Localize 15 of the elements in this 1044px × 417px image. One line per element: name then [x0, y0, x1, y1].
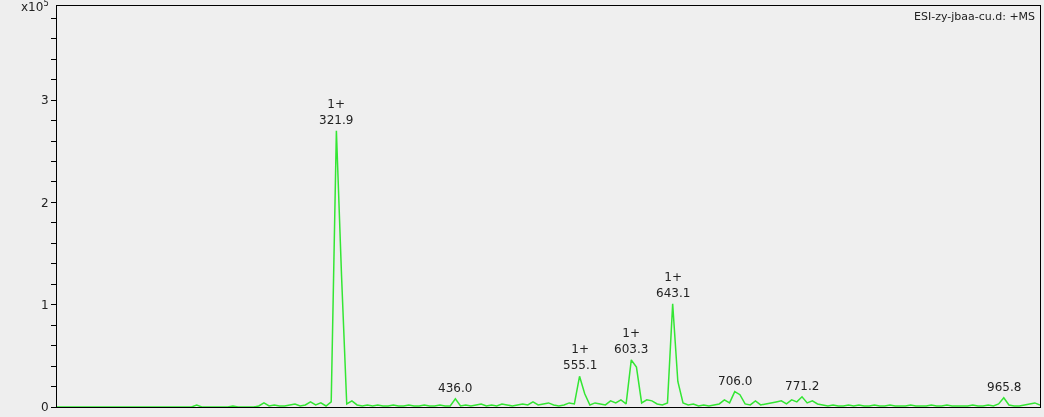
annotation: 706.0	[718, 374, 753, 388]
y-tick-label: 1	[40, 297, 49, 312]
annotation: 1+ 603.3	[614, 326, 649, 356]
annotation: 436.0	[438, 381, 473, 395]
annotation: 1+ 555.1	[563, 342, 598, 372]
y-tick-label: 0	[40, 400, 49, 415]
y-axis-title: x10$^{5}$	[21, 0, 49, 15]
annotation: 771.2	[785, 379, 820, 393]
annotation: 1+ 643.1	[656, 270, 691, 300]
line-series	[57, 130, 1040, 407]
y-tick-label: 3	[40, 93, 49, 108]
annotation: 1+ 321.9	[319, 97, 354, 127]
annotation: 965.8	[987, 380, 1022, 394]
y-tick-label: 2	[40, 195, 49, 210]
annotation: ESI-zy-jbaa-cu.d: +MS	[914, 10, 1036, 23]
